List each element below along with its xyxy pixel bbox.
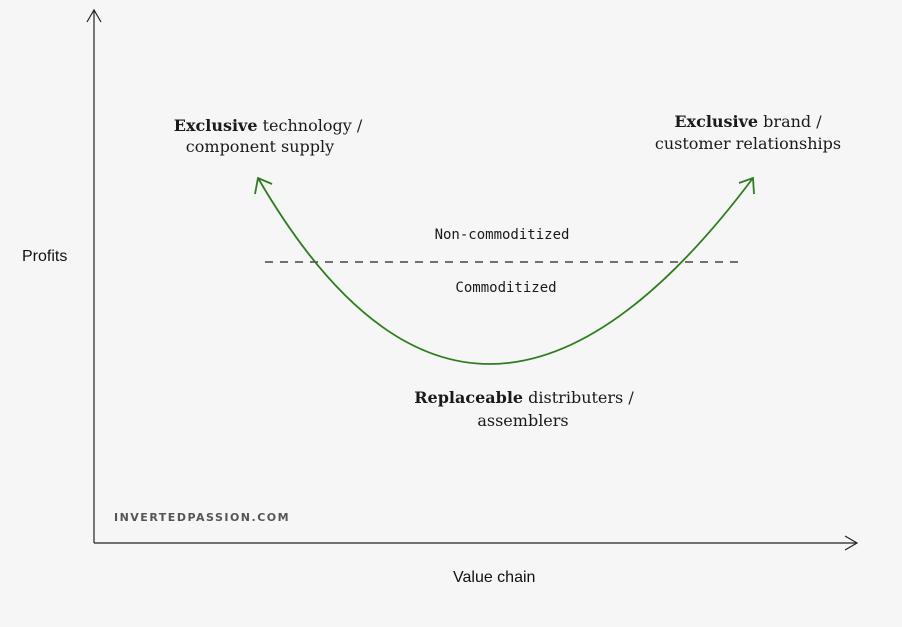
svg-text:component supply: component supply <box>186 137 334 156</box>
left-arrowhead <box>254 176 273 195</box>
zone-upper-label: Non-commoditized <box>435 227 570 243</box>
x-axis <box>94 535 859 551</box>
watermark: INVERTEDPASSION.COM <box>114 511 290 524</box>
bottom-label: Replaceable distributers / assemblers <box>414 388 634 430</box>
left-label: Exclusive technology / component supply <box>174 116 363 156</box>
smile-curve <box>254 176 755 365</box>
zone-lower-label: Commoditized <box>455 280 556 296</box>
svg-text:assemblers: assemblers <box>477 411 568 430</box>
y-axis-label: Profits <box>22 248 67 265</box>
svg-text:customer relationships: customer relationships <box>655 134 841 153</box>
svg-text:Exclusive brand /: Exclusive brand / <box>674 112 822 131</box>
right-label: Exclusive brand / customer relationships <box>655 112 841 153</box>
svg-text:Exclusive technology /: Exclusive technology / <box>174 116 363 135</box>
x-axis-label: Value chain <box>453 569 535 586</box>
svg-text:Replaceable distributers /: Replaceable distributers / <box>414 388 634 407</box>
y-axis <box>86 8 102 543</box>
right-arrowhead <box>738 176 755 195</box>
